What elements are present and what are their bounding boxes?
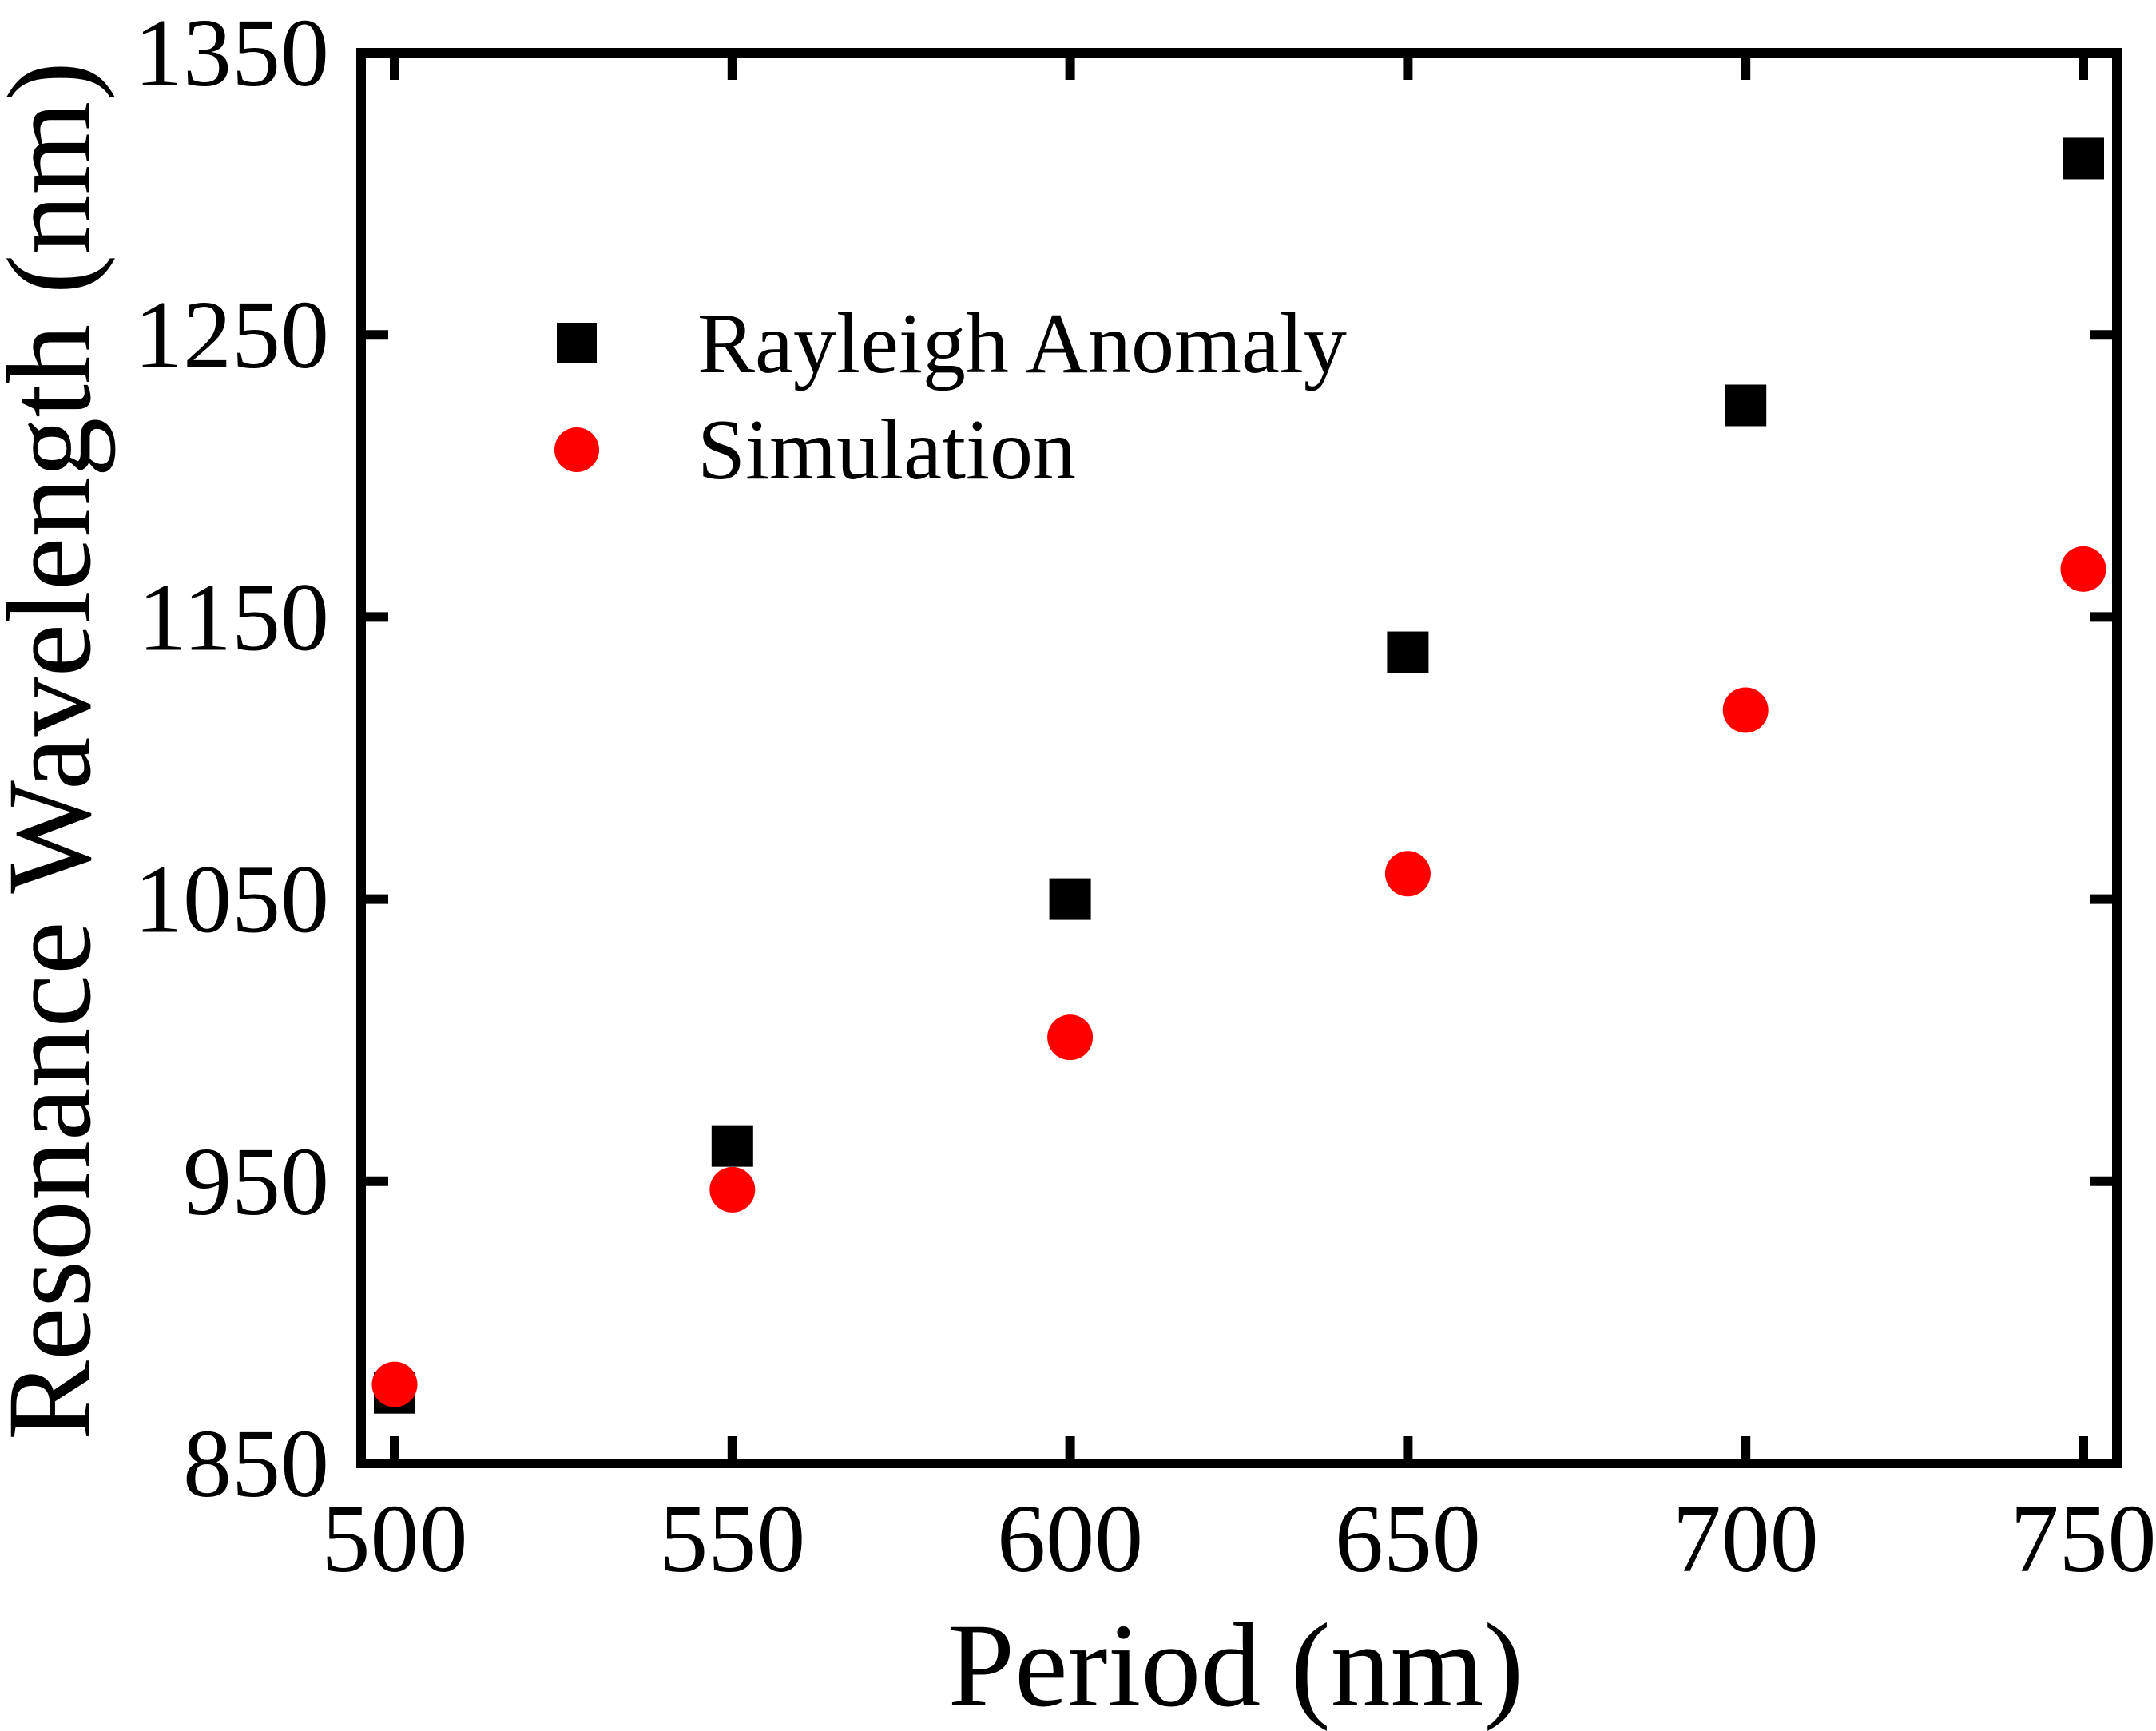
y-tick-label: 1050 [134,846,329,954]
x-tick-label: 550 [659,1485,805,1593]
legend-square-marker-icon [557,323,597,363]
x-tick-label: 750 [2011,1485,2156,1593]
legend-label-simulation: Simulation [697,403,1076,498]
rayleigh-anomaly-point [2063,137,2104,179]
simulation-point [2061,546,2106,592]
y-tick-label: 1350 [134,0,329,107]
y-tick-label: 850 [183,1410,329,1518]
x-tick-label: 700 [1673,1485,1819,1593]
rayleigh-anomaly-point [1725,385,1766,427]
y-tick-label: 1250 [134,281,329,389]
x-tick-label: 650 [1335,1485,1481,1593]
simulation-point [1723,687,1769,732]
rayleigh-anomaly-point [712,1126,753,1167]
x-axis-title: Period (nm) [948,1599,1524,1731]
y-tick-label: 950 [183,1128,329,1236]
simulation-point [1047,1014,1093,1060]
simulation-point [709,1167,755,1213]
simulation-point [372,1362,418,1407]
x-tick-label: 600 [997,1485,1143,1593]
y-tick-label: 1150 [138,563,329,671]
x-tick-label: 500 [322,1485,468,1593]
y-axis-title: Resonance Wavelength (nm) [0,62,116,1440]
legend-circle-marker-icon [554,427,599,472]
rayleigh-anomaly-point [1050,879,1091,920]
simulation-point [1385,851,1431,896]
legend-label-rayleigh-anomaly: Rayleigh Anomaly [697,296,1347,391]
rayleigh-anomaly-point [1387,632,1428,673]
